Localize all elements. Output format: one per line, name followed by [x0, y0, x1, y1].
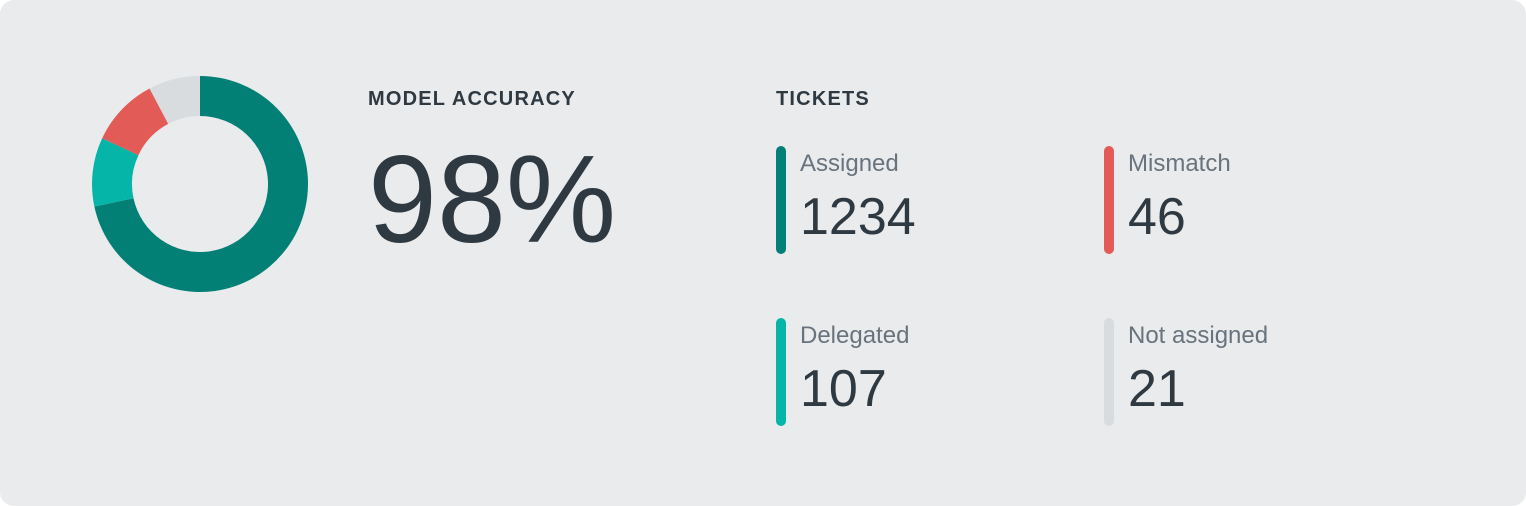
mismatch-label: Mismatch [1128, 150, 1231, 177]
donut-segment-assigned [94, 76, 308, 292]
assigned-value: 1234 [800, 188, 916, 246]
accuracy-value: 98% [368, 131, 617, 269]
mismatch-color-bar [1104, 146, 1114, 254]
tickets-title: TICKETS [776, 88, 870, 110]
stat-delegated: Delegated 107 [776, 318, 1036, 426]
not-assigned-value: 21 [1128, 360, 1186, 418]
stat-not-assigned: Not assigned 21 [1104, 318, 1364, 426]
delegated-color-bar [776, 318, 786, 426]
donut-segment-delegated [92, 138, 139, 207]
assigned-color-bar [776, 146, 786, 254]
tickets-donut-chart [92, 76, 308, 292]
not-assigned-color-bar [1104, 318, 1114, 426]
stat-mismatch: Mismatch 46 [1104, 146, 1364, 254]
donut-segment-not-assigned [149, 76, 200, 124]
delegated-value: 107 [800, 360, 887, 418]
mismatch-value: 46 [1128, 188, 1186, 246]
donut-segment-mismatch [102, 88, 169, 156]
delegated-label: Delegated [800, 322, 910, 349]
stat-assigned: Assigned 1234 [776, 146, 1036, 254]
accuracy-title: MODEL ACCURACY [368, 88, 576, 110]
not-assigned-label: Not assigned [1128, 322, 1269, 349]
assigned-label: Assigned [800, 150, 899, 177]
